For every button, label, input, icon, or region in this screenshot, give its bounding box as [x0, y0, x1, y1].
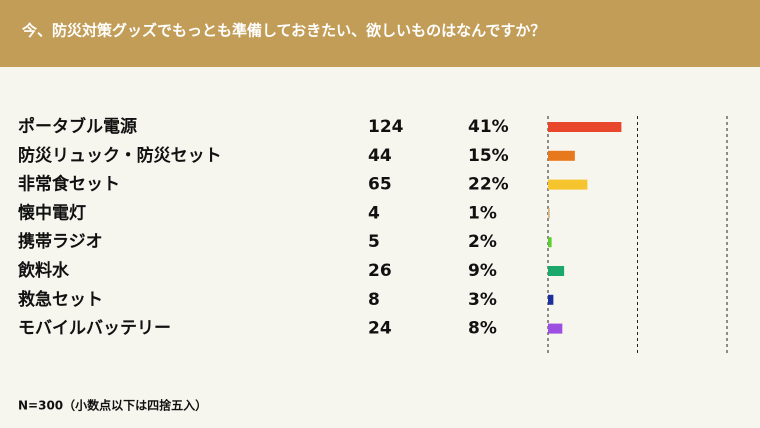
- count-label: 26: [368, 261, 392, 281]
- percent-label: 22%: [468, 175, 509, 195]
- bar: [548, 323, 563, 334]
- bar: [548, 179, 588, 190]
- bar: [548, 208, 550, 219]
- category-label: 非常食セット: [18, 174, 120, 195]
- header: [0, 0, 760, 67]
- percent-label: 9%: [468, 261, 497, 281]
- count-label: 8: [368, 290, 380, 310]
- count-label: 5: [368, 232, 380, 252]
- percent-label: 1%: [468, 203, 497, 223]
- percent-label: 41%: [468, 117, 509, 137]
- category-label: 飲料水: [17, 260, 70, 281]
- count-label: 124: [368, 117, 404, 137]
- count-label: 24: [368, 319, 392, 339]
- count-label: 4: [368, 203, 380, 223]
- bar: [548, 122, 622, 132]
- percent-label: 15%: [468, 146, 509, 166]
- count-label: 65: [368, 175, 392, 195]
- bar: [548, 294, 554, 305]
- percent-label: 2%: [468, 232, 497, 252]
- bar: [548, 237, 552, 248]
- bar: [548, 150, 575, 161]
- percent-label: 8%: [468, 319, 497, 339]
- category-label: 防災リュック・防災セット: [18, 145, 222, 166]
- count-label: 44: [368, 146, 392, 166]
- category-label: 携帯ラジオ: [18, 231, 103, 252]
- note: N=300（小数点以下は四捨五入）: [18, 398, 207, 413]
- category-label: 懐中電灯: [18, 202, 86, 223]
- bar: [548, 266, 565, 276]
- category-label: モバイルバッテリー: [18, 319, 171, 339]
- percent-label: 3%: [468, 290, 497, 310]
- category-label: 救急セット: [18, 289, 103, 310]
- chart-title: 今、防災対策グッズでもっとも準備しておきたい、欲しいものはなんですか？: [21, 22, 545, 40]
- category-label: ポータブル電源: [18, 116, 137, 137]
